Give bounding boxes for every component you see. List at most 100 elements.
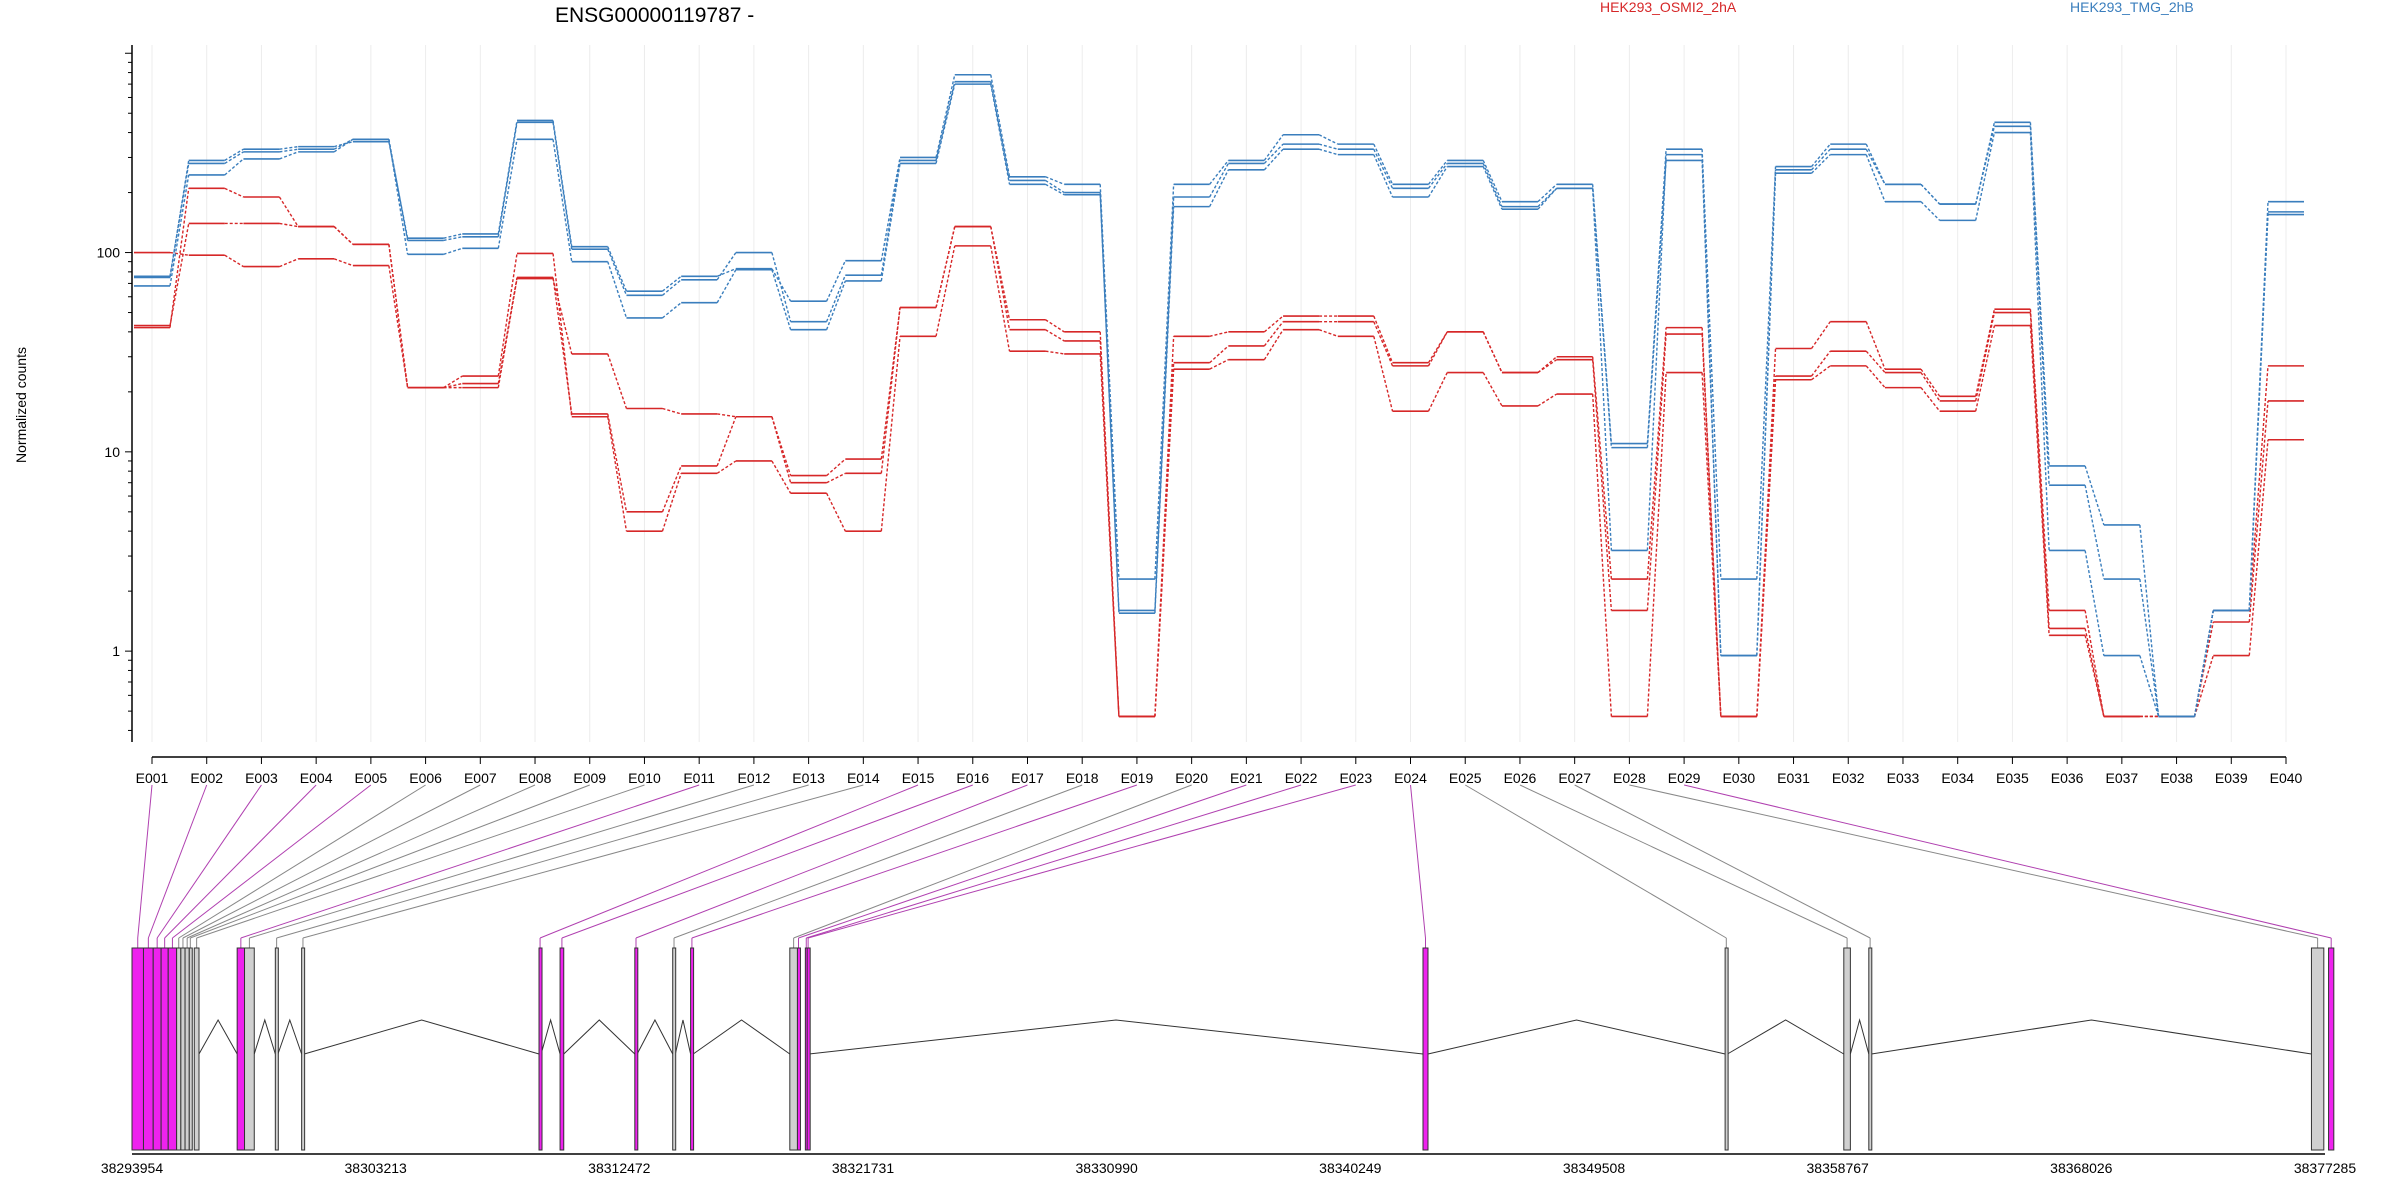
x-tick-label-e021: E021 bbox=[1230, 770, 1263, 786]
series-connector bbox=[333, 138, 354, 153]
series-connector bbox=[716, 416, 737, 467]
connector-line bbox=[190, 784, 590, 939]
connector-line bbox=[1464, 784, 1727, 939]
series-connector bbox=[388, 244, 409, 388]
series-connector bbox=[662, 279, 682, 296]
connector-line bbox=[1683, 784, 2332, 939]
intron-line bbox=[563, 1019, 636, 1055]
y-tick-label: 10 bbox=[104, 444, 120, 460]
y-tick-label: 1 bbox=[112, 643, 120, 659]
series-connector bbox=[717, 413, 737, 418]
series-connector bbox=[661, 465, 682, 513]
series-connector bbox=[661, 473, 682, 532]
series-connector bbox=[1427, 163, 1448, 189]
series-connector bbox=[443, 247, 463, 255]
series-connector bbox=[1263, 329, 1284, 361]
series-connector bbox=[825, 280, 846, 330]
coordinate-label: 38349508 bbox=[1563, 1160, 1626, 1176]
series-connector bbox=[1810, 321, 1831, 349]
series-connector bbox=[1045, 179, 1065, 194]
series-connector bbox=[1154, 196, 1175, 611]
intron-line bbox=[636, 1018, 674, 1055]
series-connector bbox=[1263, 315, 1284, 333]
series-connector bbox=[607, 248, 628, 296]
series-connector bbox=[224, 254, 244, 268]
x-tick-label-e040: E040 bbox=[2270, 770, 2303, 786]
series-connector bbox=[880, 336, 901, 532]
series-connector bbox=[1045, 176, 1065, 185]
x-tick-label-e035: E035 bbox=[1996, 770, 2029, 786]
series-connector bbox=[1373, 336, 1394, 412]
series-connector bbox=[2029, 122, 2050, 466]
series-connector bbox=[1099, 353, 1120, 717]
series-connector bbox=[2248, 400, 2269, 623]
exon bbox=[301, 947, 306, 1151]
x-tick-label-e008: E008 bbox=[519, 770, 552, 786]
connector-line bbox=[1629, 784, 2318, 939]
series-connector bbox=[771, 416, 792, 483]
x-tick-label-e026: E026 bbox=[1504, 770, 1537, 786]
exon bbox=[188, 947, 193, 1151]
x-tick-label-e013: E013 bbox=[792, 770, 825, 786]
series-connector bbox=[1811, 154, 1831, 174]
coordinate-label: 38368026 bbox=[2050, 1160, 2113, 1176]
series-connector bbox=[1373, 321, 1394, 367]
intron-line bbox=[674, 1019, 692, 1055]
x-tick-label-e034: E034 bbox=[1941, 770, 1974, 786]
legend-entry-series-b: HEK293_TMG_2hB bbox=[2070, 0, 2194, 15]
series-connector bbox=[1537, 187, 1558, 208]
series-connector bbox=[552, 278, 573, 355]
series-connector bbox=[2248, 439, 2269, 656]
x-axis: E001 E002 E003 E004 E005 E006 E007 E008 E009 E010… bbox=[136, 756, 2303, 786]
series-connector bbox=[1263, 148, 1284, 171]
connector-line bbox=[635, 784, 1028, 939]
x-grid-lines bbox=[151, 45, 2287, 742]
series-connector bbox=[1373, 148, 1394, 189]
series-connector bbox=[1975, 132, 1996, 221]
series-connector bbox=[1756, 379, 1777, 717]
series-connector bbox=[2193, 655, 2214, 717]
connector-line bbox=[164, 784, 317, 939]
series-connector bbox=[2193, 610, 2214, 717]
series-connector bbox=[826, 458, 846, 477]
series-connector bbox=[388, 139, 409, 255]
legend-entry-series-a: HEK293_OSMI2_2hA bbox=[1600, 0, 1737, 15]
series-connector bbox=[1865, 154, 1886, 202]
series-connector bbox=[279, 222, 299, 228]
series-connector bbox=[1591, 188, 1613, 551]
exon-significant bbox=[167, 947, 178, 1151]
connector-line bbox=[196, 784, 645, 939]
series-connector bbox=[443, 375, 463, 389]
series-connector bbox=[880, 160, 901, 276]
coordinate-label: 38330990 bbox=[1076, 1160, 1139, 1176]
series-line-1 bbox=[134, 187, 2304, 718]
series-connector bbox=[1920, 183, 1941, 205]
series-connector bbox=[1263, 143, 1284, 164]
exon bbox=[274, 947, 279, 1151]
x-tick-label-e023: E023 bbox=[1339, 770, 1372, 786]
series-connector bbox=[2029, 312, 2050, 629]
series-connector bbox=[1318, 148, 1338, 156]
exon bbox=[2310, 947, 2325, 1151]
series-connector bbox=[716, 460, 737, 474]
series-connector bbox=[1537, 393, 1558, 407]
series-connector bbox=[1865, 365, 1886, 389]
series-connector bbox=[2139, 655, 2160, 717]
x-tick-label-e010: E010 bbox=[628, 770, 661, 786]
series-connector bbox=[990, 245, 1011, 352]
connector-line bbox=[807, 784, 1356, 939]
series-connector bbox=[1427, 372, 1448, 412]
series-connector bbox=[169, 163, 190, 277]
x-tick-label-e028: E028 bbox=[1613, 770, 1646, 786]
series-connector bbox=[552, 253, 573, 417]
series-connector bbox=[2248, 365, 2269, 611]
connector-line bbox=[186, 784, 536, 939]
series-connector bbox=[990, 226, 1011, 320]
connector-line bbox=[276, 784, 809, 939]
exon bbox=[244, 947, 255, 1151]
intron-line bbox=[304, 1019, 540, 1055]
exon-significant bbox=[236, 947, 246, 1151]
connector-line bbox=[156, 784, 262, 939]
series-connector bbox=[1209, 169, 1229, 207]
